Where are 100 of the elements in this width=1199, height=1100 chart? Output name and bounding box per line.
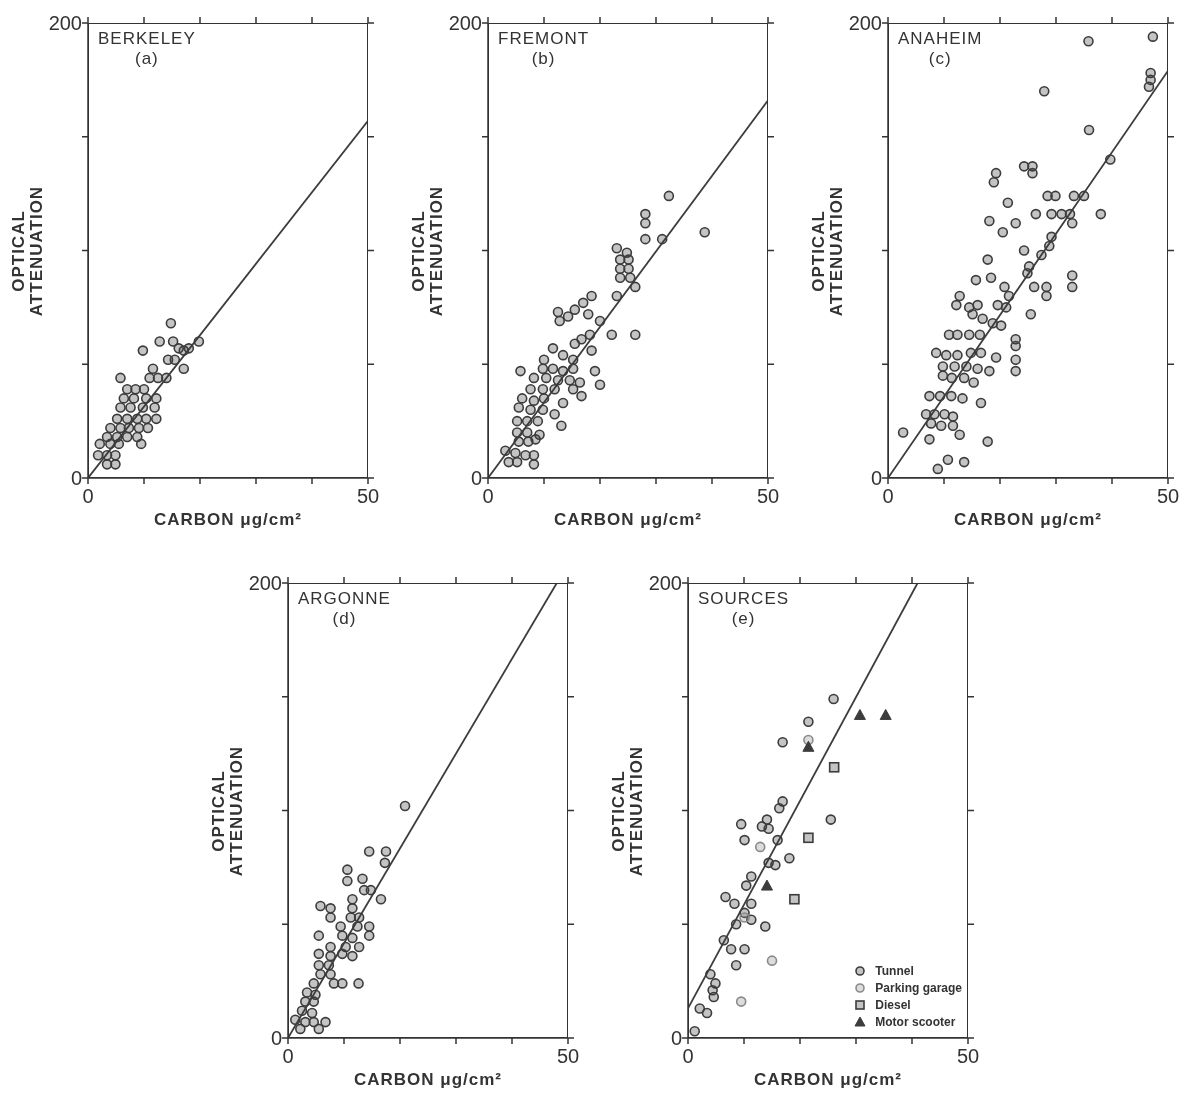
y-axis-title: OPTICAL ATTENUATION: [609, 745, 646, 876]
point: [708, 991, 720, 1003]
point: [142, 422, 154, 434]
point: [853, 708, 866, 720]
point: [689, 1025, 701, 1037]
point: [735, 996, 747, 1007]
point: [740, 880, 752, 891]
point: [759, 921, 771, 932]
point: [763, 823, 774, 834]
point: [730, 918, 742, 930]
point: [140, 393, 152, 404]
x-axis-title: CARBON μg/cm²: [752, 1070, 904, 1090]
point: [308, 978, 320, 989]
point: [325, 950, 336, 962]
point: [183, 343, 195, 354]
y-axis-title: OPTICAL ATTENUATION: [809, 185, 846, 316]
point: [705, 969, 716, 980]
point: [125, 402, 136, 413]
point: [347, 903, 358, 914]
point: [138, 383, 150, 395]
chart-title: ARGONNE: [298, 589, 391, 609]
point: [115, 372, 126, 384]
point: [147, 363, 159, 375]
point: [342, 864, 353, 875]
point: [121, 431, 133, 443]
point: [825, 814, 837, 825]
point: [140, 413, 152, 425]
point: [167, 336, 179, 347]
point: [111, 413, 123, 425]
point: [161, 372, 172, 384]
chart-title: FREMONT: [498, 29, 590, 49]
point: [358, 884, 370, 896]
point: [879, 708, 892, 720]
point: [347, 950, 358, 962]
point: [306, 1007, 318, 1019]
point: [363, 930, 375, 941]
point: [325, 969, 336, 980]
point: [105, 422, 116, 434]
x-tick-label: 50: [956, 1045, 980, 1067]
point: [701, 1007, 713, 1019]
point: [137, 402, 149, 413]
point: [315, 900, 326, 912]
point: [123, 422, 135, 434]
point: [760, 879, 773, 891]
x-tick-label: 50: [356, 485, 380, 507]
point: [335, 921, 346, 932]
point: [345, 912, 357, 923]
point: [135, 438, 147, 450]
point: [337, 948, 348, 960]
legend-label: Diesel: [875, 998, 911, 1012]
point: [342, 875, 353, 887]
point: [379, 857, 391, 869]
point: [754, 841, 766, 853]
point: [766, 955, 778, 966]
point: [353, 978, 364, 989]
point: [151, 413, 162, 425]
point: [784, 852, 795, 864]
y-tick-label: 200: [448, 12, 482, 34]
chart-title: SOURCES: [698, 589, 790, 609]
point: [337, 978, 348, 989]
point: [169, 354, 181, 365]
point: [296, 1005, 308, 1016]
point: [803, 716, 814, 728]
point: [739, 943, 750, 955]
point: [178, 363, 190, 375]
point: [110, 459, 121, 470]
point: [803, 832, 814, 844]
point: [772, 834, 783, 846]
point: [325, 941, 336, 953]
point: [718, 934, 730, 946]
point: [300, 996, 311, 1007]
text: (d): [331, 609, 358, 629]
point: [353, 912, 365, 923]
point: [357, 873, 368, 885]
text: (b): [530, 49, 557, 69]
point: [323, 959, 335, 971]
point: [380, 846, 392, 857]
point: [313, 1023, 325, 1035]
point: [725, 943, 737, 955]
point: [739, 834, 750, 846]
legend-label: Tunnel: [875, 964, 914, 978]
point: [828, 761, 840, 773]
point: [770, 859, 781, 871]
x-tick-label: 50: [556, 1045, 580, 1067]
point: [308, 1016, 320, 1028]
point: [313, 959, 325, 971]
point: [313, 930, 325, 941]
point: [115, 402, 126, 413]
x-axis-title: CARBON μg/cm²: [152, 510, 304, 530]
point: [121, 413, 133, 425]
point: [315, 969, 326, 980]
point: [745, 871, 757, 882]
point: [347, 932, 358, 944]
point: [325, 903, 336, 914]
point: [320, 1016, 331, 1028]
legend-label: Motor scooter: [875, 1015, 956, 1029]
point: [149, 402, 160, 413]
point: [789, 893, 800, 905]
y-axis-title: OPTICAL ATTENUATION: [409, 185, 446, 316]
point: [694, 1003, 706, 1014]
